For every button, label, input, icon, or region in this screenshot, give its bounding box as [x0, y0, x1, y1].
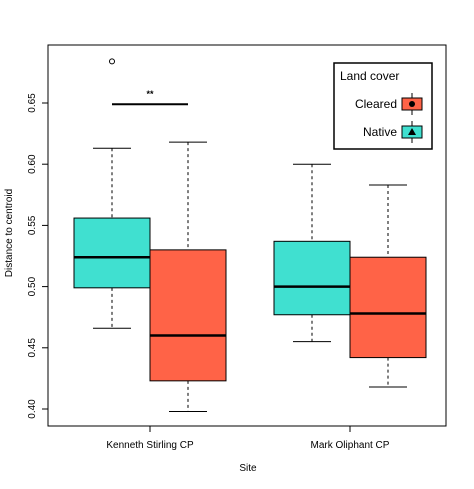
- legend-label-cleared: Cleared: [355, 97, 397, 111]
- legend-title: Land cover: [340, 69, 399, 83]
- box-native-kenneth-stirling: [73, 217, 151, 289]
- x-tick-label: Mark Oliphant CP: [311, 440, 390, 451]
- plot-frame: [47, 44, 447, 427]
- plot-layer: 0.40 0.45 0.50 0.55 0.60 0.65 Kenneth Stirling…: [27, 44, 447, 451]
- legend-key-marker-native: [408, 128, 416, 135]
- y-axis-title: Distance to centroid: [4, 189, 15, 277]
- box-cleared-mark-oliphant: [349, 256, 427, 359]
- y-tick-label: 0.65: [27, 93, 38, 113]
- box-native-mark-oliphant: [273, 240, 351, 316]
- y-tick-label: 0.60: [27, 154, 38, 174]
- legend-label-native: Native: [363, 125, 397, 139]
- y-tick-label: 0.40: [27, 399, 38, 419]
- significance-label: **: [146, 89, 154, 99]
- x-axis-title: Site: [239, 463, 257, 474]
- y-tick-label: 0.50: [27, 276, 38, 296]
- x-tick-label: Kenneth Stirling CP: [106, 440, 194, 451]
- y-tick-label: 0.55: [27, 215, 38, 235]
- box-cleared-kenneth-stirling: [149, 249, 227, 382]
- legend-key-marker-cleared: [409, 101, 415, 107]
- outlier-native-kenneth-stirling: [109, 58, 115, 65]
- y-tick-label: 0.45: [27, 338, 38, 358]
